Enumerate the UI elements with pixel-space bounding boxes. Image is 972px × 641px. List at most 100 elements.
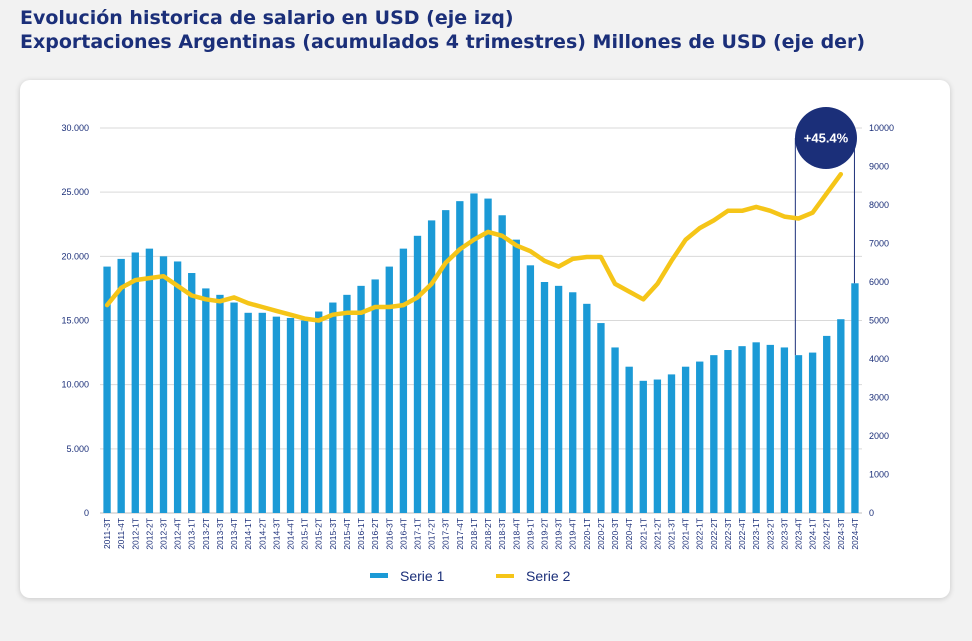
x-axis-tick-label: 2020-3T: [610, 518, 620, 550]
bar-serie-1: [484, 198, 492, 514]
bar-serie-1: [569, 292, 577, 513]
chart-title-line1: Evolución historica de salario en USD (e…: [20, 7, 514, 29]
right-axis-tick-label: 7000: [869, 239, 889, 249]
left-axis-tick-label: 30.000: [61, 123, 89, 133]
x-axis-tick-label: 2022-1T: [695, 518, 705, 550]
bar-serie-1: [837, 319, 845, 513]
x-axis-tick-label: 2012-3T: [159, 518, 169, 550]
bar-serie-1: [540, 282, 549, 513]
x-axis-tick-label: 2016-2T: [370, 518, 380, 550]
bar-serie-1: [103, 266, 111, 513]
chart-title-block: Evolución historica de salario en USD (e…: [20, 6, 960, 54]
bar-serie-1: [710, 355, 718, 513]
bar-serie-1: [159, 256, 168, 513]
bar-serie-1: [230, 302, 238, 513]
x-axis-tick-label: 2015-2T: [314, 518, 324, 550]
x-axis-tick-label: 2012-4T: [173, 518, 183, 550]
left-axis-tick-label: 0: [84, 508, 89, 518]
x-axis-tick-label: 2017-4T: [455, 518, 465, 550]
bar-serie-1: [399, 248, 408, 513]
bar-serie-1: [456, 201, 464, 513]
right-axis-tick-label: 2000: [869, 431, 889, 441]
bar-serie-1: [173, 261, 182, 513]
bar-serie-1: [413, 235, 422, 514]
right-axis-tick-label: 5000: [869, 316, 889, 326]
x-axis-tick-label: 2018-3T: [497, 518, 507, 550]
x-axis-tick-label: 2014-4T: [286, 518, 296, 550]
x-axis-tick-label: 2012-2T: [144, 518, 154, 550]
right-axis-tick-label: 1000: [869, 470, 889, 480]
legend-swatch-serie-1: [370, 573, 388, 578]
x-axis-tick-label: 2011-3T: [102, 518, 112, 549]
x-axis-tick-label: 2021-2T: [652, 518, 662, 550]
right-axis-tick-label: 0: [869, 508, 874, 518]
bar-serie-1: [188, 273, 196, 513]
x-axis-tick-label: 2022-2T: [709, 518, 719, 550]
x-axis-tick-label: 2024-1T: [808, 518, 818, 550]
legend-label-serie-1: Serie 1: [400, 568, 445, 584]
bar-serie-1: [780, 347, 789, 513]
bar-serie-1: [653, 379, 662, 513]
bar-serie-1: [794, 355, 803, 513]
bar-serie-1: [117, 258, 125, 513]
bar-serie-1: [315, 311, 323, 513]
x-axis-tick-label: 2024-2T: [822, 518, 832, 550]
right-axis-tick-label: 9000: [869, 162, 889, 172]
x-axis-tick-label: 2012-1T: [130, 518, 140, 550]
annotation-badge-label: +45.4%: [804, 131, 849, 146]
x-axis-tick-label: 2023-4T: [794, 518, 804, 550]
bar-serie-1: [583, 303, 591, 513]
bar-serie-1: [639, 380, 647, 513]
x-axis-tick-label: 2015-1T: [300, 518, 310, 550]
right-axis-tick-label: 4000: [869, 354, 889, 364]
x-axis-tick-label: 2013-2T: [201, 518, 211, 550]
x-axis-tick-label: 2015-4T: [342, 518, 352, 550]
annotation-badge: [795, 107, 857, 169]
x-axis-tick-label: 2021-4T: [681, 518, 691, 550]
bar-serie-1: [286, 317, 295, 513]
x-axis-tick-label: 2017-1T: [413, 518, 423, 550]
bar-serie-1: [554, 285, 563, 513]
x-axis-tick-label: 2014-2T: [257, 518, 267, 550]
x-axis-tick-label: 2022-3T: [723, 518, 733, 550]
bar-serie-1: [385, 266, 393, 513]
x-axis-tick-label: 2020-4T: [624, 518, 634, 550]
x-axis-tick-label: 2016-3T: [384, 518, 394, 550]
x-axis-tick-label: 2020-2T: [596, 518, 606, 550]
bar-serie-1: [371, 279, 379, 513]
line-serie-2: [104, 171, 844, 323]
bar-serie-1: [625, 366, 633, 513]
bar-serie-1: [766, 344, 774, 513]
legend-swatch-serie-2: [496, 574, 514, 578]
x-axis-tick-label: 2024-4T: [850, 518, 860, 550]
bar-serie-1: [258, 312, 266, 513]
right-axis-tick-label: 10000: [869, 123, 894, 133]
x-axis-tick-label: 2020-1T: [582, 518, 592, 550]
bar-serie-1: [808, 352, 817, 513]
bar-serie-1: [667, 374, 676, 513]
bar-serie-1: [851, 283, 859, 513]
bar-serie-1: [752, 342, 760, 513]
left-axis-tick-label: 25.000: [61, 187, 89, 197]
bar-serie-1: [738, 346, 746, 513]
bar-serie-1: [343, 294, 351, 513]
bar-serie-1: [202, 288, 210, 513]
x-axis-tick-label: 2019-1T: [525, 518, 535, 550]
bar-serie-1: [526, 265, 535, 513]
bar-serie-1: [470, 193, 478, 513]
x-axis-tick-label: 2016-4T: [398, 518, 408, 550]
right-axis-tick-label: 6000: [869, 277, 889, 287]
bar-serie-1: [131, 252, 139, 513]
left-axis-tick-label: 10.000: [61, 380, 89, 390]
x-axis-tick-label: 2016-1T: [356, 518, 366, 550]
bar-serie-1: [357, 285, 365, 513]
x-axis-tick-label: 2019-3T: [554, 518, 564, 550]
bar-serie-1: [272, 316, 281, 513]
right-axis-tick-label: 3000: [869, 393, 889, 403]
bar-serie-1: [512, 239, 520, 513]
bar-serie-1: [611, 347, 619, 513]
x-axis-tick-label: 2023-3T: [779, 518, 789, 550]
bar-serie-1: [498, 215, 506, 513]
x-axis-tick-label: 2023-2T: [765, 518, 775, 550]
